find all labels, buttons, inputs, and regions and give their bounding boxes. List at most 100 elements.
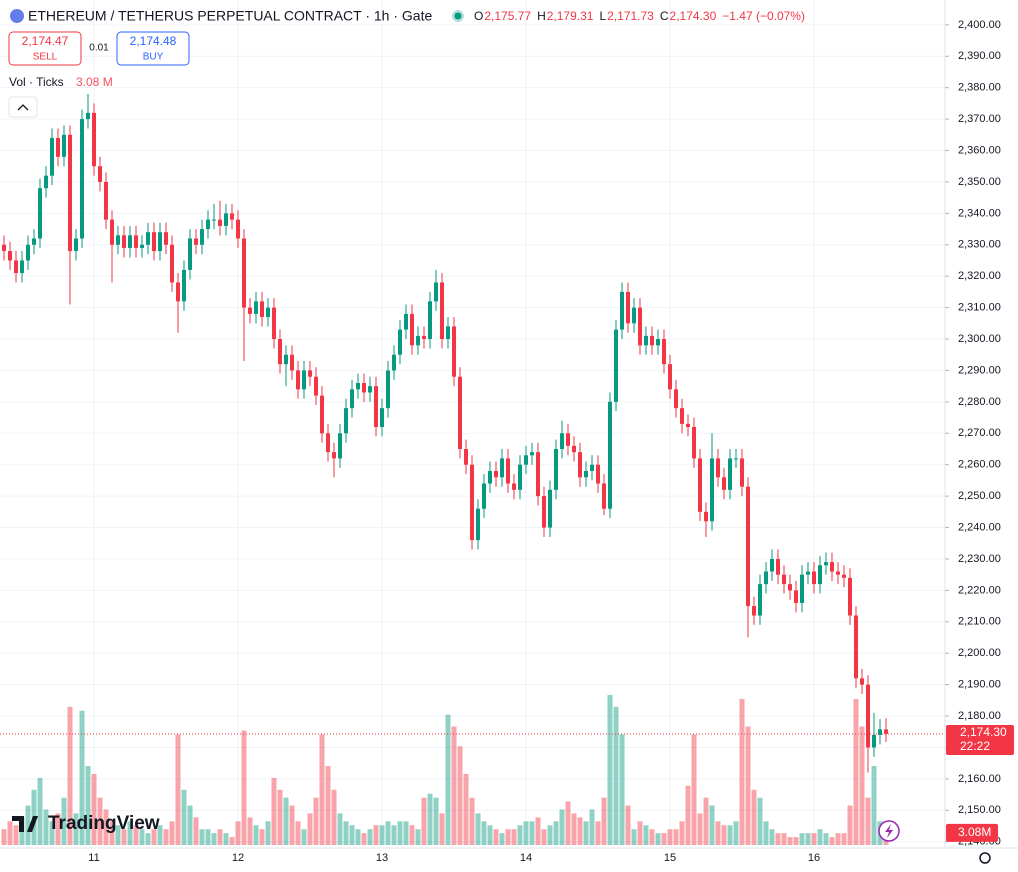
candle-body — [836, 571, 840, 575]
sell-label: SELL — [33, 52, 58, 63]
y-tick-label: 2,400.00 — [958, 19, 1001, 31]
volume-bar — [259, 829, 265, 845]
x-tick-label: 13 — [376, 852, 388, 864]
candle-body — [398, 329, 402, 355]
volume-bar — [829, 837, 835, 845]
candle-body — [344, 408, 348, 434]
collapse-button[interactable] — [8, 96, 38, 118]
volume-bar — [85, 766, 91, 845]
countdown: 22:22 — [960, 739, 990, 753]
sell-button[interactable] — [8, 31, 82, 66]
candle-body — [872, 734, 876, 748]
candle-body — [8, 251, 12, 261]
candle-body — [176, 282, 180, 302]
ohlc-key: O — [474, 9, 483, 23]
volume-bar — [511, 829, 517, 845]
volume-bar — [427, 793, 433, 845]
candle-body — [134, 235, 138, 248]
candle-body — [770, 558, 774, 572]
volume-bar — [643, 825, 649, 845]
volume-bar — [571, 813, 577, 845]
volume-bar — [853, 698, 859, 845]
volume-bar — [211, 833, 217, 845]
candle-body — [158, 232, 162, 252]
candle-body — [104, 181, 108, 220]
buy-button[interactable] — [116, 31, 190, 66]
volume-bar — [637, 821, 643, 845]
volume-bar — [799, 833, 805, 845]
volume-bar — [271, 777, 277, 845]
candle-body — [884, 729, 888, 734]
volume-bar — [223, 833, 229, 845]
y-tick-label: 2,260.00 — [958, 459, 1001, 471]
candle-body — [482, 483, 486, 509]
volume-bar — [769, 829, 775, 845]
volume-bar — [523, 821, 529, 845]
x-tick-label: 12 — [232, 852, 244, 864]
volume-bar — [109, 821, 115, 845]
volume-bar — [787, 837, 793, 845]
volume-bar — [691, 734, 697, 845]
candle-body — [506, 458, 510, 484]
volume-bar — [619, 734, 625, 845]
volume-bar — [817, 829, 823, 845]
volume-bar — [487, 825, 493, 845]
candle-body — [488, 470, 492, 484]
volume-bar — [433, 797, 439, 845]
change: −1.47 (−0.07%) — [722, 9, 805, 23]
candle-body — [44, 175, 48, 189]
candle-body — [620, 291, 624, 330]
volume-bar — [97, 797, 103, 845]
collapse-icon — [17, 104, 29, 111]
candle-body — [20, 260, 24, 274]
y-tick-label: 2,240.00 — [958, 521, 1001, 533]
candle-body — [860, 678, 864, 685]
candle-body — [32, 238, 36, 245]
volume-bar — [613, 706, 619, 845]
marks — [1, 93, 889, 845]
candle-body — [686, 423, 690, 427]
candle-body — [764, 571, 768, 585]
ohlc-value: 2,171.73 — [607, 9, 654, 23]
volume-bar — [577, 817, 583, 845]
candle-body — [368, 386, 372, 393]
candle-body — [746, 486, 750, 607]
y-tick-label: 2,180.00 — [958, 710, 1001, 722]
candle-body — [116, 235, 120, 245]
candle-body — [602, 483, 606, 509]
volume-bar — [421, 797, 427, 845]
candle-body — [866, 684, 870, 748]
candle-body — [680, 408, 684, 424]
settings-icon[interactable] — [979, 852, 991, 864]
lightning-icon — [885, 824, 893, 838]
logo-icon — [12, 816, 38, 832]
candle-body — [140, 244, 144, 248]
volume-bar — [379, 825, 385, 845]
volume-bar — [529, 821, 535, 845]
volume-bar — [91, 773, 97, 845]
candle-body — [194, 238, 198, 245]
candle-body — [476, 508, 480, 541]
volume-bar — [187, 805, 193, 845]
candle-body — [98, 166, 102, 182]
ohlc-key: L — [599, 9, 606, 23]
candle-body — [710, 458, 714, 522]
candle-body — [362, 383, 366, 393]
candle-body — [380, 408, 384, 427]
candle-body — [428, 301, 432, 340]
candle-body — [110, 219, 114, 245]
volume-bar — [835, 833, 841, 845]
volume-bar — [121, 829, 127, 845]
candle-body — [14, 260, 18, 274]
candle-body — [68, 134, 72, 252]
candle-body — [524, 455, 528, 465]
volume-bar — [289, 805, 295, 845]
volume-bar — [49, 821, 55, 845]
volume-bar — [445, 714, 451, 845]
candle-body — [320, 395, 324, 434]
ohlc-key: C — [660, 9, 669, 23]
volume-bar — [547, 825, 553, 845]
y-tick-label: 2,210.00 — [958, 616, 1001, 628]
candle-body — [80, 119, 84, 239]
